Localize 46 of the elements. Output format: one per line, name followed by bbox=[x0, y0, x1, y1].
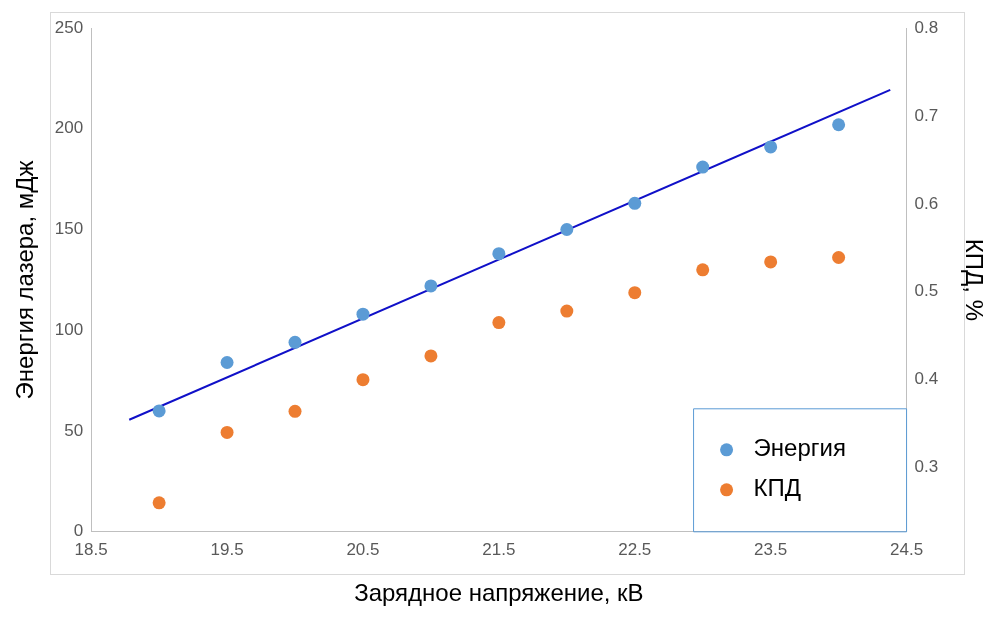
y-tick-label: 100 bbox=[54, 319, 84, 339]
x-tick-label: 23.5 bbox=[754, 539, 788, 559]
y-tick-label: 0 bbox=[73, 521, 84, 541]
point bbox=[424, 349, 438, 363]
y-tick-label: 50 bbox=[64, 420, 84, 440]
y-axis-title: Энергия лазера, мДж bbox=[11, 160, 39, 400]
point bbox=[152, 496, 166, 510]
point bbox=[832, 118, 846, 132]
y2-tick-label: 0.8 bbox=[914, 17, 939, 37]
point bbox=[424, 279, 438, 293]
x-axis-title: Зарядное напряжение, кВ bbox=[354, 579, 644, 607]
x-tick-label: 21.5 bbox=[482, 539, 516, 559]
point bbox=[356, 373, 370, 387]
point bbox=[492, 316, 506, 330]
point bbox=[560, 223, 574, 237]
x-tick-label: 20.5 bbox=[346, 539, 380, 559]
point bbox=[764, 140, 778, 154]
point bbox=[764, 255, 778, 269]
point bbox=[628, 196, 642, 210]
point bbox=[288, 404, 302, 418]
y-tick-label: 250 bbox=[54, 17, 84, 37]
point bbox=[628, 286, 642, 300]
point bbox=[152, 404, 166, 418]
point bbox=[288, 335, 302, 349]
y-tick-label: 150 bbox=[54, 219, 84, 239]
y-tick-label: 200 bbox=[54, 118, 84, 138]
y2-tick-label: 0.4 bbox=[914, 369, 939, 389]
point bbox=[832, 250, 846, 264]
legend-label: Энергия bbox=[753, 434, 846, 462]
y2-tick-label: 0.7 bbox=[914, 105, 939, 125]
x-tick-label: 19.5 bbox=[210, 539, 244, 559]
y2-tick-label: 0.5 bbox=[914, 281, 939, 301]
point bbox=[220, 356, 234, 370]
legend-label: КПД bbox=[753, 474, 802, 502]
point bbox=[356, 307, 370, 321]
y2-tick-label: 0.3 bbox=[914, 457, 939, 477]
y2-tick-label: 0.6 bbox=[914, 193, 939, 213]
point bbox=[696, 160, 710, 174]
point bbox=[696, 263, 710, 277]
x-tick-label: 24.5 bbox=[890, 539, 924, 559]
point bbox=[220, 425, 234, 439]
point bbox=[492, 247, 506, 261]
y2-axis-title: КПД, % bbox=[960, 238, 988, 321]
point bbox=[560, 304, 574, 318]
x-tick-label: 22.5 bbox=[618, 539, 652, 559]
x-tick-label: 18.5 bbox=[74, 539, 108, 559]
